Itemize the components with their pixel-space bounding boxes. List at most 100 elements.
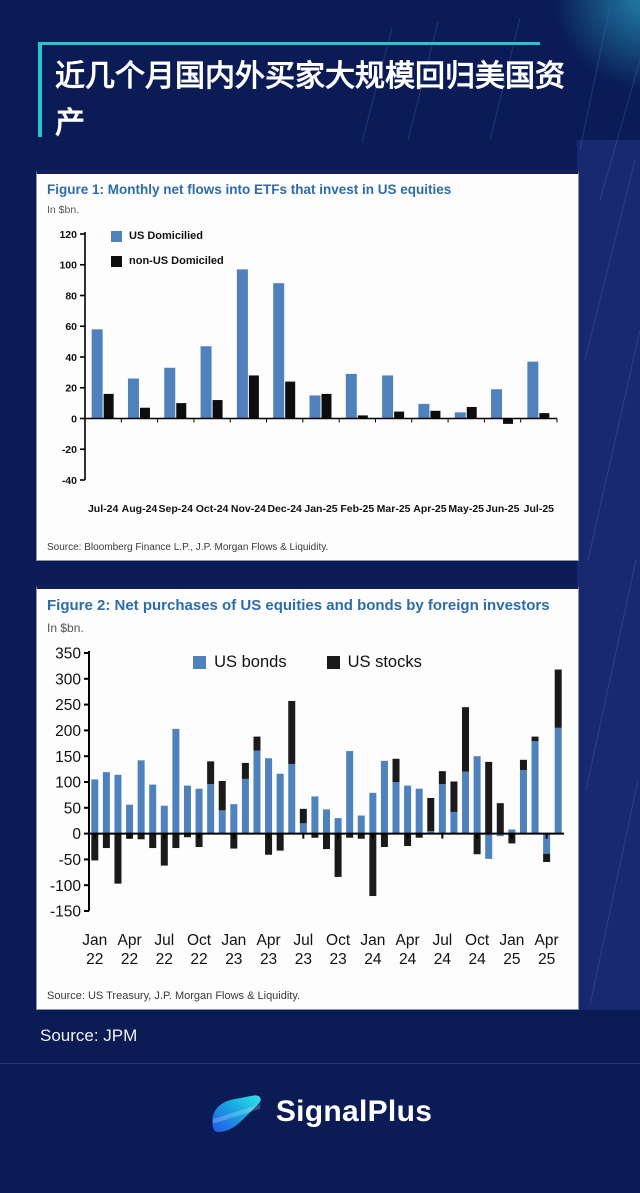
bar-series1 — [321, 393, 332, 419]
y-tick-label: -50 — [59, 852, 82, 869]
bar-series0 — [288, 763, 296, 834]
figure2-legend: US bonds US stocks — [47, 653, 568, 672]
bar-series0 — [427, 831, 435, 834]
bar-series0 — [454, 412, 466, 419]
bar-series0 — [382, 375, 394, 419]
bar-series1 — [430, 410, 441, 419]
bar-series0 — [392, 782, 400, 834]
bar-series0 — [380, 760, 388, 834]
bar-series0 — [496, 833, 504, 837]
bar-series1 — [357, 833, 365, 839]
x-tick-label: 25 — [503, 951, 520, 968]
bar-series1 — [176, 403, 187, 419]
x-tick-label: Oct — [465, 932, 490, 949]
x-tick-label: Jan — [499, 932, 524, 949]
bar-series0 — [369, 792, 377, 834]
bar-series0 — [450, 811, 458, 834]
bar-series0 — [473, 756, 481, 834]
brand-footer: SignalPlus — [0, 1088, 640, 1135]
bar-series1 — [357, 415, 368, 419]
x-tick-label: 25 — [538, 951, 555, 968]
x-tick-label: Apr-25 — [413, 503, 446, 515]
bar-series1 — [91, 833, 99, 861]
legend-item-us-bonds: US bonds — [193, 653, 287, 672]
y-tick-label: 100 — [55, 775, 81, 792]
bar-series0 — [137, 760, 145, 834]
bar-series0 — [299, 823, 307, 834]
x-tick-label: Jul-25 — [524, 503, 555, 515]
bar-series1 — [114, 833, 122, 884]
x-tick-label: Apr — [396, 932, 420, 949]
bar-series0 — [265, 758, 273, 834]
x-tick-label: Apr — [117, 932, 141, 949]
x-tick-label: 22 — [121, 951, 138, 968]
bar-series1 — [276, 833, 284, 851]
bar-series1 — [323, 833, 330, 850]
figure1-source: Source: Bloomberg Finance L.P., J.P. Mor… — [47, 542, 329, 553]
y-tick-label: 20 — [65, 383, 77, 395]
x-tick-label: Jul — [293, 932, 313, 949]
bar-series1 — [195, 833, 203, 848]
y-tick-label: 100 — [59, 260, 77, 272]
bar-series0 — [438, 784, 446, 834]
accent-line-left — [38, 42, 42, 137]
bar-series0 — [554, 727, 562, 834]
bar-series1 — [103, 393, 114, 419]
figure2-unit: In $bn. — [47, 621, 84, 635]
legend-label: non-US Domiciled — [129, 255, 224, 267]
bar-series1 — [311, 833, 319, 838]
bar-series1 — [450, 781, 458, 812]
x-tick-label: Apr — [257, 932, 281, 949]
bar-series1 — [149, 833, 157, 849]
x-tick-label: 23 — [225, 951, 242, 968]
bar-series1 — [183, 833, 191, 838]
figure2-chart: -150 -100 -50 0 50 100 150 200 250 300 350 Jan 22 Apr… — [50, 646, 564, 968]
bar-series0 — [200, 346, 212, 419]
bar-series0 — [160, 805, 168, 834]
y-tick-label: 80 — [65, 290, 77, 302]
x-tick-label: 22 — [156, 951, 173, 968]
legend-item-non-us-domiciled: non-US Domiciled — [111, 255, 224, 267]
bar-series0 — [531, 741, 539, 834]
y-tick-label: -100 — [50, 878, 81, 895]
x-tick-label: 24 — [399, 951, 417, 968]
x-tick-label: Jan — [360, 932, 385, 949]
bar-series1 — [543, 853, 551, 862]
y-tick-label: 120 — [59, 229, 77, 241]
bar-series1 — [473, 833, 481, 855]
x-tick-label: Sep-24 — [159, 503, 194, 515]
bar-series1 — [539, 413, 550, 419]
x-tick-label: Jan-25 — [304, 503, 337, 515]
legend-label: US Domicilied — [129, 230, 203, 242]
y-tick-label: 0 — [71, 413, 77, 425]
bar-series1 — [462, 707, 470, 772]
x-tick-label: Jan — [82, 932, 107, 949]
figure1-chart: -40 -20 0 20 40 60 80 100 120 Jul-24 Aug-24 Sep-24 O… — [59, 229, 558, 515]
bar-series1 — [554, 669, 562, 728]
x-tick-label: 23 — [329, 951, 346, 968]
y-tick-label: 60 — [65, 321, 77, 333]
legend-label: US bonds — [214, 653, 287, 671]
bar-series0 — [462, 771, 470, 834]
x-tick-label: 24 — [364, 951, 382, 968]
bar-series1 — [299, 808, 307, 824]
bar-series1 — [102, 833, 110, 849]
x-tick-label: 24 — [434, 951, 452, 968]
bar-series0 — [404, 785, 412, 834]
bar-series1 — [172, 833, 180, 849]
figure2-panel: Figure 2: Net purchases of US equities a… — [36, 585, 579, 1010]
figure1-title: Figure 1: Monthly net flows into ETFs th… — [47, 182, 452, 197]
bar-series1 — [519, 759, 527, 771]
x-tick-label: Jul — [154, 932, 174, 949]
bar-series0 — [543, 833, 551, 854]
bar-series0 — [527, 361, 539, 419]
bar-series0 — [485, 833, 493, 859]
bar-series0 — [127, 378, 139, 419]
x-tick-label: Mar-25 — [377, 503, 411, 515]
y-tick-label: 350 — [55, 646, 81, 663]
x-tick-label: Jun-25 — [486, 503, 520, 515]
x-tick-label: Jul-24 — [88, 503, 119, 515]
bar-series1 — [394, 411, 405, 419]
bar-series1 — [404, 833, 412, 846]
y-tick-label: -20 — [62, 444, 77, 456]
